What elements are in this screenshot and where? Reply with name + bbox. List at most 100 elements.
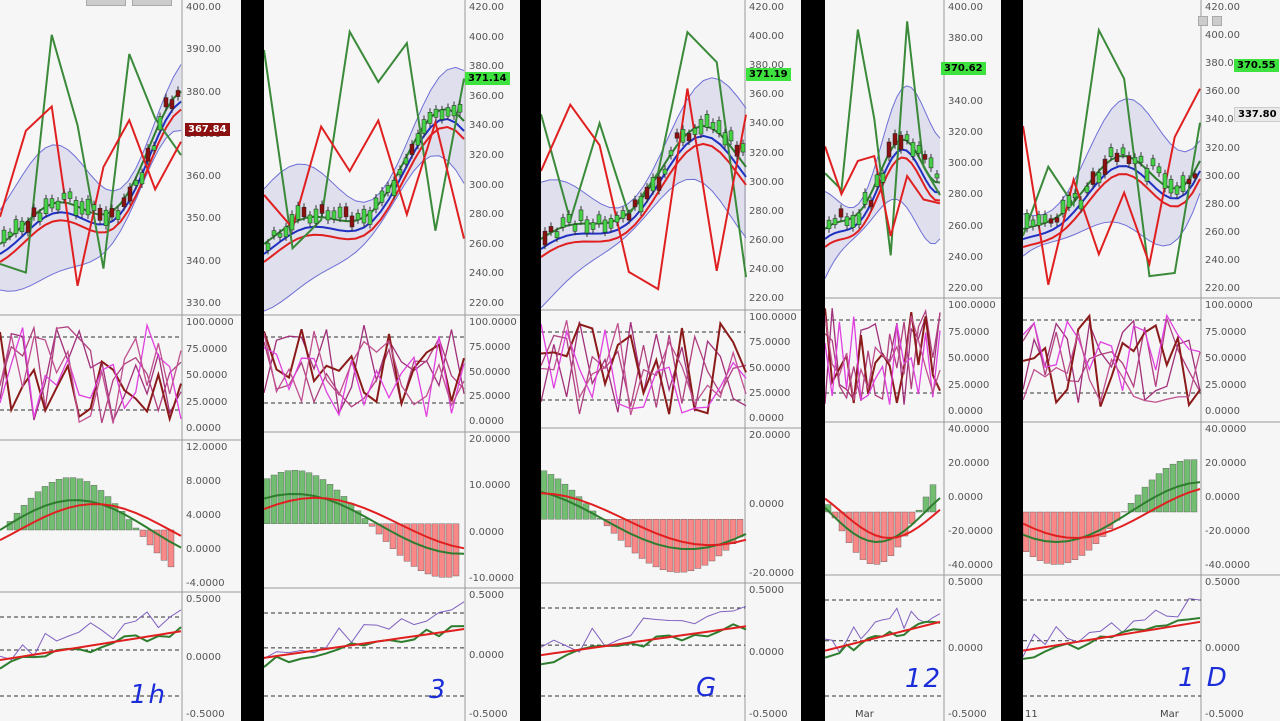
macd-histogram-bar [1078,511,1086,556]
candle [397,169,403,176]
axis-tick-label: 260.00 [749,234,784,246]
axis-tick-label: 100.0000 [749,312,797,323]
candle [868,200,874,208]
stoch-line [825,308,941,402]
chart-settings-icon[interactable] [1198,16,1208,26]
macd-histogram-bar [1043,511,1051,564]
candle [722,132,728,146]
axis-tick-label: 0.0000 [1205,492,1240,503]
axis-tick-label: 50.0000 [948,353,990,364]
bollinger-band [0,64,181,292]
candle [331,210,337,220]
macd-histogram-bar [291,470,299,524]
macd-histogram-bar [389,523,397,549]
axis-tick-label: 300.00 [469,179,504,191]
zigzag-red [825,146,941,237]
axis-tick-label: 0.0000 [749,647,784,658]
candle [1156,166,1162,174]
candle [886,141,892,158]
candle [343,206,349,218]
macd-histogram-bar [1036,511,1044,561]
zigzag-red [0,104,182,287]
candle [584,219,590,234]
candle [457,104,463,113]
chart-canvas-3[interactable] [264,0,520,721]
macd-histogram-bar [326,484,334,525]
macd-histogram-bar [1141,486,1149,513]
axis-tick-label: 0.0000 [1205,406,1240,417]
axis-tick-label: 340.00 [1205,114,1240,126]
chart-canvas-1h[interactable] [0,0,241,721]
axis-tick-label: -0.5000 [1205,709,1244,720]
axis-tick-label: 20.0000 [948,458,990,469]
axis-tick-label: -0.5000 [749,709,788,720]
chart-panel-g[interactable]: 420.00 400.00 380.00 360.00 340.00 320.00 300.… [541,0,801,721]
zigzag-green [1023,26,1201,278]
macd-histogram-bar [264,478,271,524]
axis-tick-label: 380.00 [186,86,221,98]
axis-tick-label: 25.0000 [749,387,791,399]
macd-histogram-bar [312,475,320,524]
axis-tick-label: 50.0000 [749,362,791,374]
macd-histogram-bar [1183,459,1191,513]
candle [1120,147,1126,155]
axis-tick-label: 350.00 [186,213,221,225]
axis-tick-label: 280.00 [749,205,784,217]
candle [1054,217,1060,223]
candle [626,213,632,221]
axis-tick-label: 50.0000 [469,366,511,378]
axis-tick-label: 0.5000 [749,585,784,596]
axis-tick-label: 390.00 [186,44,221,56]
candle [67,191,73,199]
macd-histogram-bar [666,519,674,572]
candle [1024,212,1030,229]
axis-tick-label: 0.5000 [186,594,221,605]
candle [433,108,439,118]
chart-panel-1d[interactable]: 420.00 400.00 380.00 360.00 340.00 320.00 300.… [1023,0,1280,721]
axis-tick-label: 40.0000 [1205,424,1247,435]
candle [602,219,608,233]
axis-tick-label: 100.0000 [948,300,996,311]
axis-tick-label: 240.00 [948,251,983,263]
chart-close-icon[interactable] [1212,16,1222,26]
candle [686,133,692,142]
axis-tick-label: 380.00 [749,60,784,72]
macd-histogram-bar [83,481,91,531]
macd-histogram-bar [333,489,341,525]
macd-histogram-bar [111,503,119,531]
chart-canvas-1d[interactable] [1023,0,1280,721]
axis-tick-label: 0.0000 [1205,643,1240,654]
chart-panel-1h[interactable]: 400.00390.00380.00370.00360.00350.00340.… [0,0,241,721]
zigzag-green [825,21,941,256]
macd-histogram-bar [859,511,867,560]
chart-canvas-g[interactable] [541,0,801,721]
macd-histogram-bar [34,491,42,531]
axis-tick-label: 0.5000 [469,590,504,601]
candle [85,198,91,216]
candle [367,210,373,225]
candle [898,134,904,150]
candle [716,120,722,134]
macd-histogram-bar [1148,479,1156,513]
bollinger-band [264,67,464,312]
axis-tick-label: 0.0000 [186,651,221,663]
chart-panel-3[interactable]: 420.00 400.00 380.00 360.00 340.00 320.00 300.… [264,0,520,721]
candle [650,177,656,192]
candle [37,212,43,222]
axis-tick-label: 260.00 [469,238,504,250]
chart-button[interactable] [132,0,172,6]
ema-green [0,90,182,245]
candle [710,122,716,130]
signal-line [825,497,941,540]
chart-panel-12[interactable]: 400.00380.00360.00340.00320.00300.00280.… [825,0,1001,721]
chart-button[interactable] [86,0,126,6]
zigzag-green [0,34,182,274]
candle [704,113,710,128]
bollinger-lower [0,130,182,292]
candle [880,173,886,183]
candle [91,204,97,211]
chart-canvas-12[interactable] [825,0,1001,721]
macd-line [541,490,747,551]
candle [1042,214,1048,224]
candle [1114,152,1120,162]
